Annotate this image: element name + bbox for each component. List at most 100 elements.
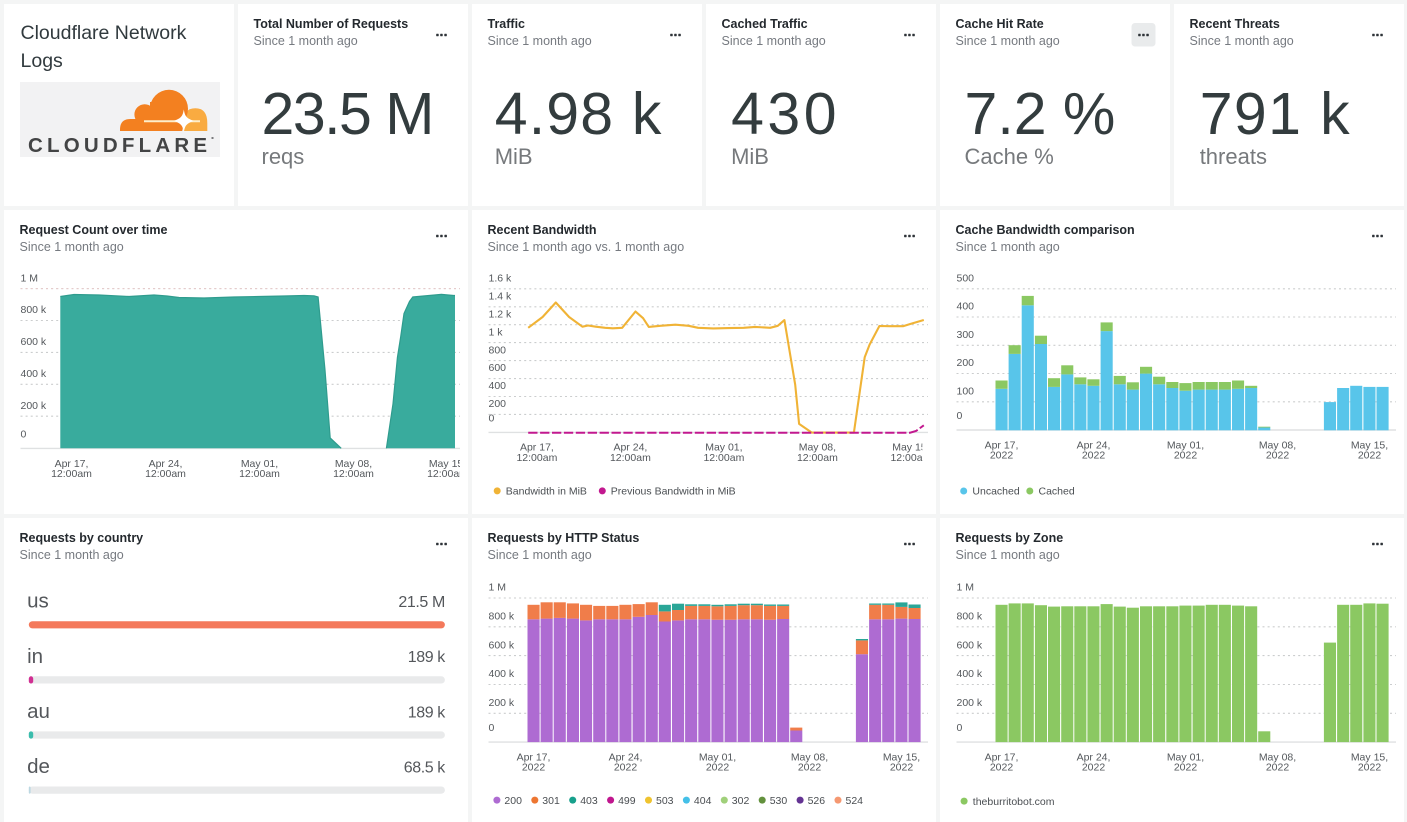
svg-text:2022: 2022 [989, 761, 1013, 773]
svg-text:May 08,: May 08, [1258, 751, 1295, 763]
svg-text:12:00am: 12:00am [703, 451, 744, 463]
svg-text:Cached: Cached [1038, 485, 1074, 497]
svg-text:499: 499 [618, 795, 636, 807]
svg-text:400 k: 400 k [488, 668, 514, 680]
svg-text:189 k: 189 k [407, 649, 446, 666]
svg-text:526: 526 [807, 795, 825, 807]
svg-text:301: 301 [542, 795, 560, 807]
svg-text:Apr 24,: Apr 24, [1076, 751, 1110, 763]
svg-text:524: 524 [845, 795, 863, 807]
svg-text:in: in [27, 644, 43, 667]
svg-text:530: 530 [769, 795, 787, 807]
svg-text:800: 800 [488, 344, 506, 356]
svg-text:2022: 2022 [1173, 761, 1197, 773]
svg-text:us: us [27, 589, 49, 612]
svg-text:0: 0 [488, 722, 494, 734]
svg-text:1 k: 1 k [488, 326, 503, 338]
svg-text:400 k: 400 k [20, 368, 46, 380]
svg-text:Apr 17,: Apr 17, [54, 457, 88, 469]
svg-text:May 08,: May 08, [798, 441, 835, 453]
svg-text:1.4 k: 1.4 k [488, 290, 512, 302]
svg-text:May 15,: May 15, [892, 441, 929, 453]
svg-text:Bandwidth in MiB: Bandwidth in MiB [505, 485, 586, 497]
svg-text:Uncached: Uncached [972, 485, 1019, 497]
svg-text:600: 600 [488, 362, 506, 374]
svg-text:404: 404 [693, 795, 711, 807]
svg-text:400: 400 [488, 380, 506, 392]
svg-text:Apr 24,: Apr 24, [613, 441, 647, 453]
svg-text:1 M: 1 M [956, 581, 974, 593]
svg-text:12:00am: 12:00am [427, 467, 468, 479]
svg-text:800 k: 800 k [488, 610, 514, 622]
svg-text:600 k: 600 k [956, 639, 982, 651]
svg-text:Apr 24,: Apr 24, [608, 751, 642, 763]
svg-text:May 15,: May 15, [1350, 751, 1387, 763]
svg-text:2022: 2022 [705, 761, 729, 773]
svg-text:12:00am: 12:00am [609, 451, 650, 463]
svg-text:1 M: 1 M [20, 272, 38, 284]
svg-text:2022: 2022 [1357, 449, 1381, 461]
svg-text:1.2 k: 1.2 k [488, 308, 512, 320]
svg-text:302: 302 [731, 795, 749, 807]
svg-text:68.5 k: 68.5 k [403, 759, 446, 776]
svg-text:May 01,: May 01, [705, 441, 742, 453]
svg-text:May 01,: May 01, [1166, 751, 1203, 763]
svg-text:2022: 2022 [1357, 761, 1381, 773]
svg-text:800 k: 800 k [956, 610, 982, 622]
svg-text:0: 0 [956, 410, 962, 422]
svg-text:May 01,: May 01, [698, 751, 735, 763]
svg-text:May 08,: May 08, [334, 457, 371, 469]
svg-text:Apr 17,: Apr 17, [984, 439, 1018, 451]
svg-text:2022: 2022 [889, 761, 913, 773]
svg-text:2022: 2022 [1173, 449, 1197, 461]
svg-text:12:00am: 12:00am [890, 451, 931, 463]
svg-text:Apr 17,: Apr 17, [516, 751, 550, 763]
svg-text:21.5 M: 21.5 M [398, 594, 445, 611]
svg-text:12:00am: 12:00am [51, 467, 92, 479]
svg-text:2022: 2022 [1265, 449, 1289, 461]
svg-text:theburritobot.com: theburritobot.com [972, 796, 1054, 808]
svg-text:503: 503 [656, 795, 674, 807]
svg-text:Apr 24,: Apr 24, [1076, 439, 1110, 451]
svg-text:403: 403 [580, 795, 598, 807]
svg-text:12:00am: 12:00am [333, 467, 374, 479]
svg-text:0: 0 [20, 428, 26, 440]
svg-text:200: 200 [504, 795, 522, 807]
svg-text:Apr 24,: Apr 24, [148, 457, 182, 469]
svg-text:12:00am: 12:00am [796, 451, 837, 463]
svg-text:600 k: 600 k [488, 639, 514, 651]
svg-text:May 15,: May 15, [428, 457, 465, 469]
svg-text:500: 500 [956, 272, 974, 284]
svg-text:May 15,: May 15, [882, 751, 919, 763]
svg-text:Apr 17,: Apr 17, [984, 751, 1018, 763]
svg-text:Previous Bandwidth in MiB: Previous Bandwidth in MiB [610, 485, 735, 497]
svg-text:0: 0 [956, 722, 962, 734]
svg-text:200 k: 200 k [956, 697, 982, 709]
svg-text:12:00am: 12:00am [516, 451, 557, 463]
svg-text:May 15,: May 15, [1350, 439, 1387, 451]
svg-text:1 M: 1 M [488, 581, 506, 593]
svg-text:200: 200 [956, 357, 974, 369]
svg-text:600 k: 600 k [20, 336, 46, 348]
svg-text:800 k: 800 k [20, 304, 46, 316]
svg-text:12:00am: 12:00am [145, 467, 186, 479]
svg-text:au: au [27, 699, 50, 722]
svg-text:400 k: 400 k [956, 668, 982, 680]
svg-text:Apr 17,: Apr 17, [519, 441, 553, 453]
svg-text:2022: 2022 [1081, 761, 1105, 773]
svg-text:May 01,: May 01, [240, 457, 277, 469]
svg-text:May 01,: May 01, [1166, 439, 1203, 451]
svg-text:2022: 2022 [521, 761, 545, 773]
svg-text:400: 400 [956, 300, 974, 312]
svg-text:200 k: 200 k [20, 399, 46, 411]
svg-text:2022: 2022 [797, 761, 821, 773]
svg-text:189 k: 189 k [407, 704, 446, 721]
svg-text:200 k: 200 k [488, 697, 514, 709]
svg-text:1.6 k: 1.6 k [488, 272, 512, 284]
svg-text:CLOUDFLARE: CLOUDFLARE [28, 134, 211, 157]
svg-text:2022: 2022 [1081, 449, 1105, 461]
svg-text:de: de [27, 755, 50, 778]
svg-text:2022: 2022 [1265, 761, 1289, 773]
svg-text:May 08,: May 08, [1258, 439, 1295, 451]
svg-text:200: 200 [488, 398, 506, 410]
